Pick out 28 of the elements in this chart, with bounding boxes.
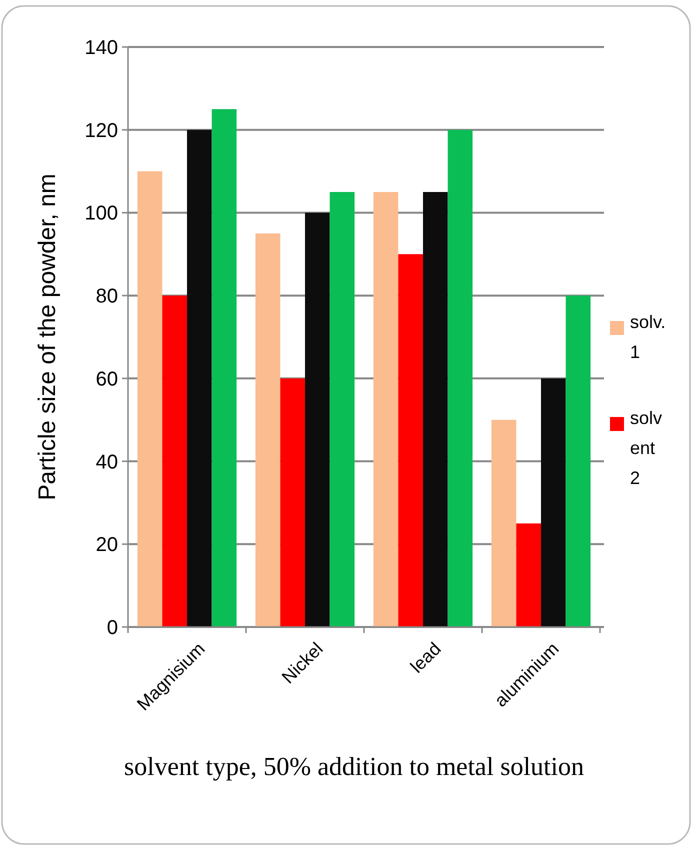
bar [162, 296, 187, 627]
legend-label: solv. 1 [630, 312, 666, 362]
bar [516, 523, 541, 627]
bar [305, 212, 330, 627]
y-tick-label: 20 [96, 534, 118, 556]
bar [187, 130, 212, 627]
bar [541, 378, 566, 627]
bar [280, 378, 305, 627]
bar [137, 171, 162, 627]
y-tick-label: 120 [84, 120, 118, 142]
x-axis-title: solvent type, 50% addition to metal solution [124, 752, 584, 781]
y-tick-label: 80 [96, 286, 118, 308]
bar [373, 192, 398, 627]
y-tick-label: 140 [84, 37, 118, 59]
bar [448, 130, 473, 627]
y-axis-title: Particle size of the powder, nm [34, 174, 61, 500]
bar [398, 254, 423, 627]
y-tick-label: 60 [96, 368, 118, 390]
bar [423, 192, 448, 627]
bar [212, 109, 237, 627]
y-tick-label: 100 [84, 202, 118, 225]
bar [491, 420, 516, 627]
bar [330, 192, 355, 627]
y-tick-label: 0 [106, 617, 118, 639]
y-tick-label: 40 [96, 451, 118, 474]
bar [566, 296, 591, 627]
bar [255, 233, 280, 627]
legend-label: solvent 2 [630, 408, 662, 488]
